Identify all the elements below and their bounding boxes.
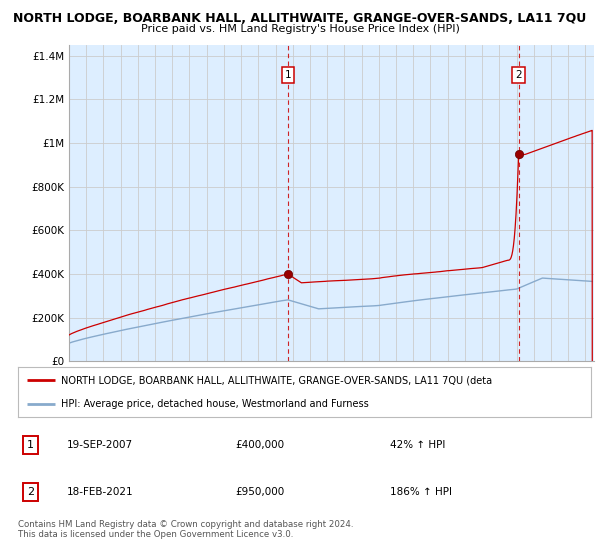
Text: £950,000: £950,000 [236, 487, 285, 497]
Text: £400,000: £400,000 [236, 440, 285, 450]
Text: HPI: Average price, detached house, Westmorland and Furness: HPI: Average price, detached house, West… [61, 399, 369, 409]
Text: 19-SEP-2007: 19-SEP-2007 [67, 440, 133, 450]
Text: Price paid vs. HM Land Registry's House Price Index (HPI): Price paid vs. HM Land Registry's House … [140, 24, 460, 34]
Text: NORTH LODGE, BOARBANK HALL, ALLITHWAITE, GRANGE-OVER-SANDS, LA11 7QU: NORTH LODGE, BOARBANK HALL, ALLITHWAITE,… [13, 12, 587, 25]
Text: 1: 1 [284, 71, 291, 80]
Text: 42% ↑ HPI: 42% ↑ HPI [391, 440, 446, 450]
Text: 2: 2 [27, 487, 34, 497]
Text: 18-FEB-2021: 18-FEB-2021 [67, 487, 133, 497]
Text: 2: 2 [515, 71, 522, 80]
Text: NORTH LODGE, BOARBANK HALL, ALLITHWAITE, GRANGE-OVER-SANDS, LA11 7QU (deta: NORTH LODGE, BOARBANK HALL, ALLITHWAITE,… [61, 375, 492, 385]
Text: 186% ↑ HPI: 186% ↑ HPI [391, 487, 452, 497]
Text: Contains HM Land Registry data © Crown copyright and database right 2024.
This d: Contains HM Land Registry data © Crown c… [18, 520, 353, 539]
Text: 1: 1 [27, 440, 34, 450]
